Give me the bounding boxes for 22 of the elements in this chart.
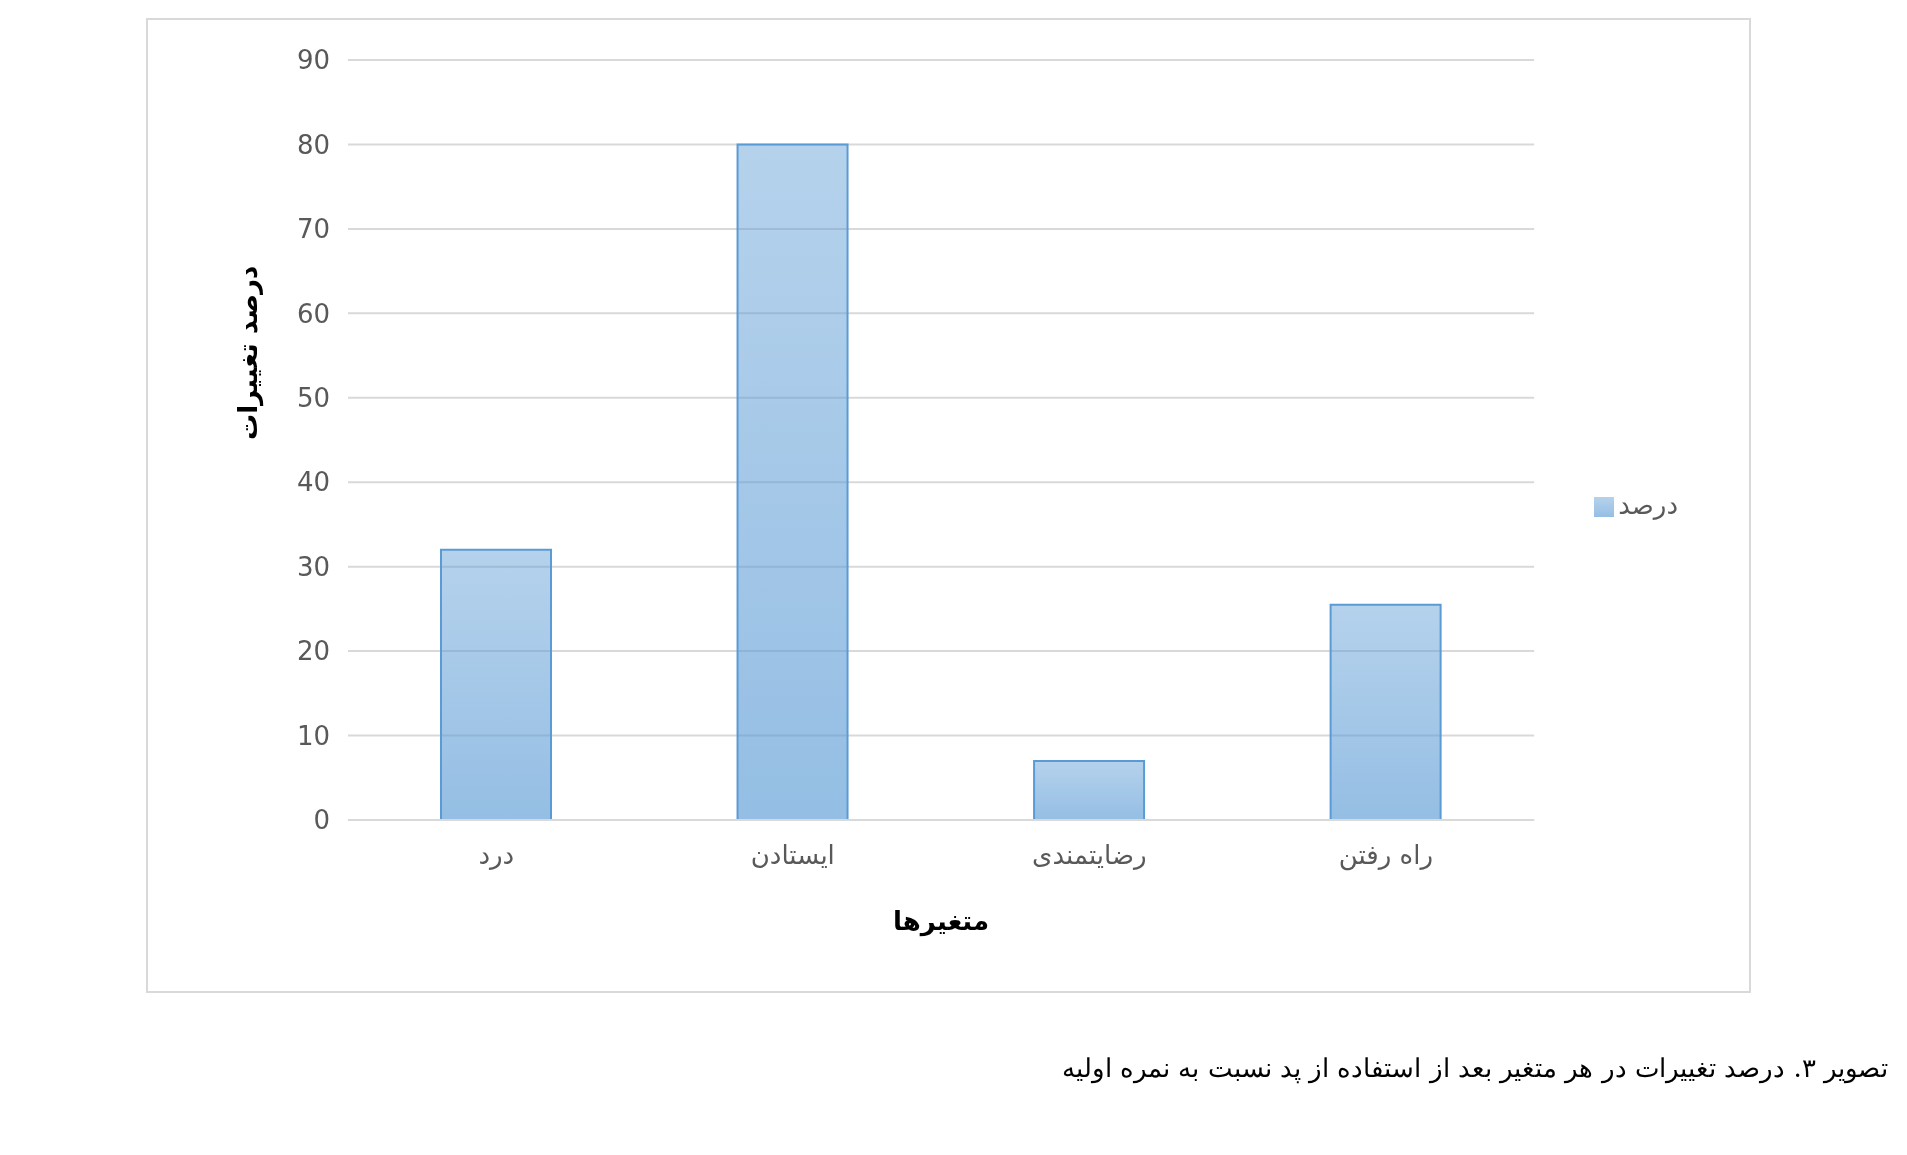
text: تصویر ۳. درصد تغییرات در هر متغیر بعد از استفاده از پد نسبت به نمره اولیه: [1060, 1053, 1888, 1083]
x-axis-title: متغیرها: [893, 906, 990, 937]
legend-label: درصد: [1618, 490, 1678, 520]
y-tick-label: 0: [313, 805, 330, 836]
bar: [1033, 759, 1146, 820]
y-axis-title: درصد تغییرات: [233, 265, 265, 440]
y-tick-label: 10: [296, 720, 330, 751]
y-tick-label: 20: [296, 636, 330, 667]
x-tick-label: راه رفتن: [1338, 840, 1434, 872]
x-tick-label: ایستادن: [750, 840, 835, 871]
y-tick-label: 30: [296, 551, 330, 582]
y-tick-label: 90: [296, 45, 330, 76]
x-tick-label: درد: [478, 840, 515, 871]
y-tick-label: 60: [296, 298, 330, 329]
bar: [1329, 603, 1442, 820]
x-tick-label: رضایتمندی: [1032, 840, 1147, 871]
y-tick-label: 70: [296, 214, 330, 245]
y-tick-label: 40: [296, 467, 330, 498]
y-tick-label: 80: [296, 129, 330, 160]
bar: [736, 143, 849, 820]
bar: [440, 548, 552, 820]
y-tick-label: 50: [296, 383, 330, 414]
